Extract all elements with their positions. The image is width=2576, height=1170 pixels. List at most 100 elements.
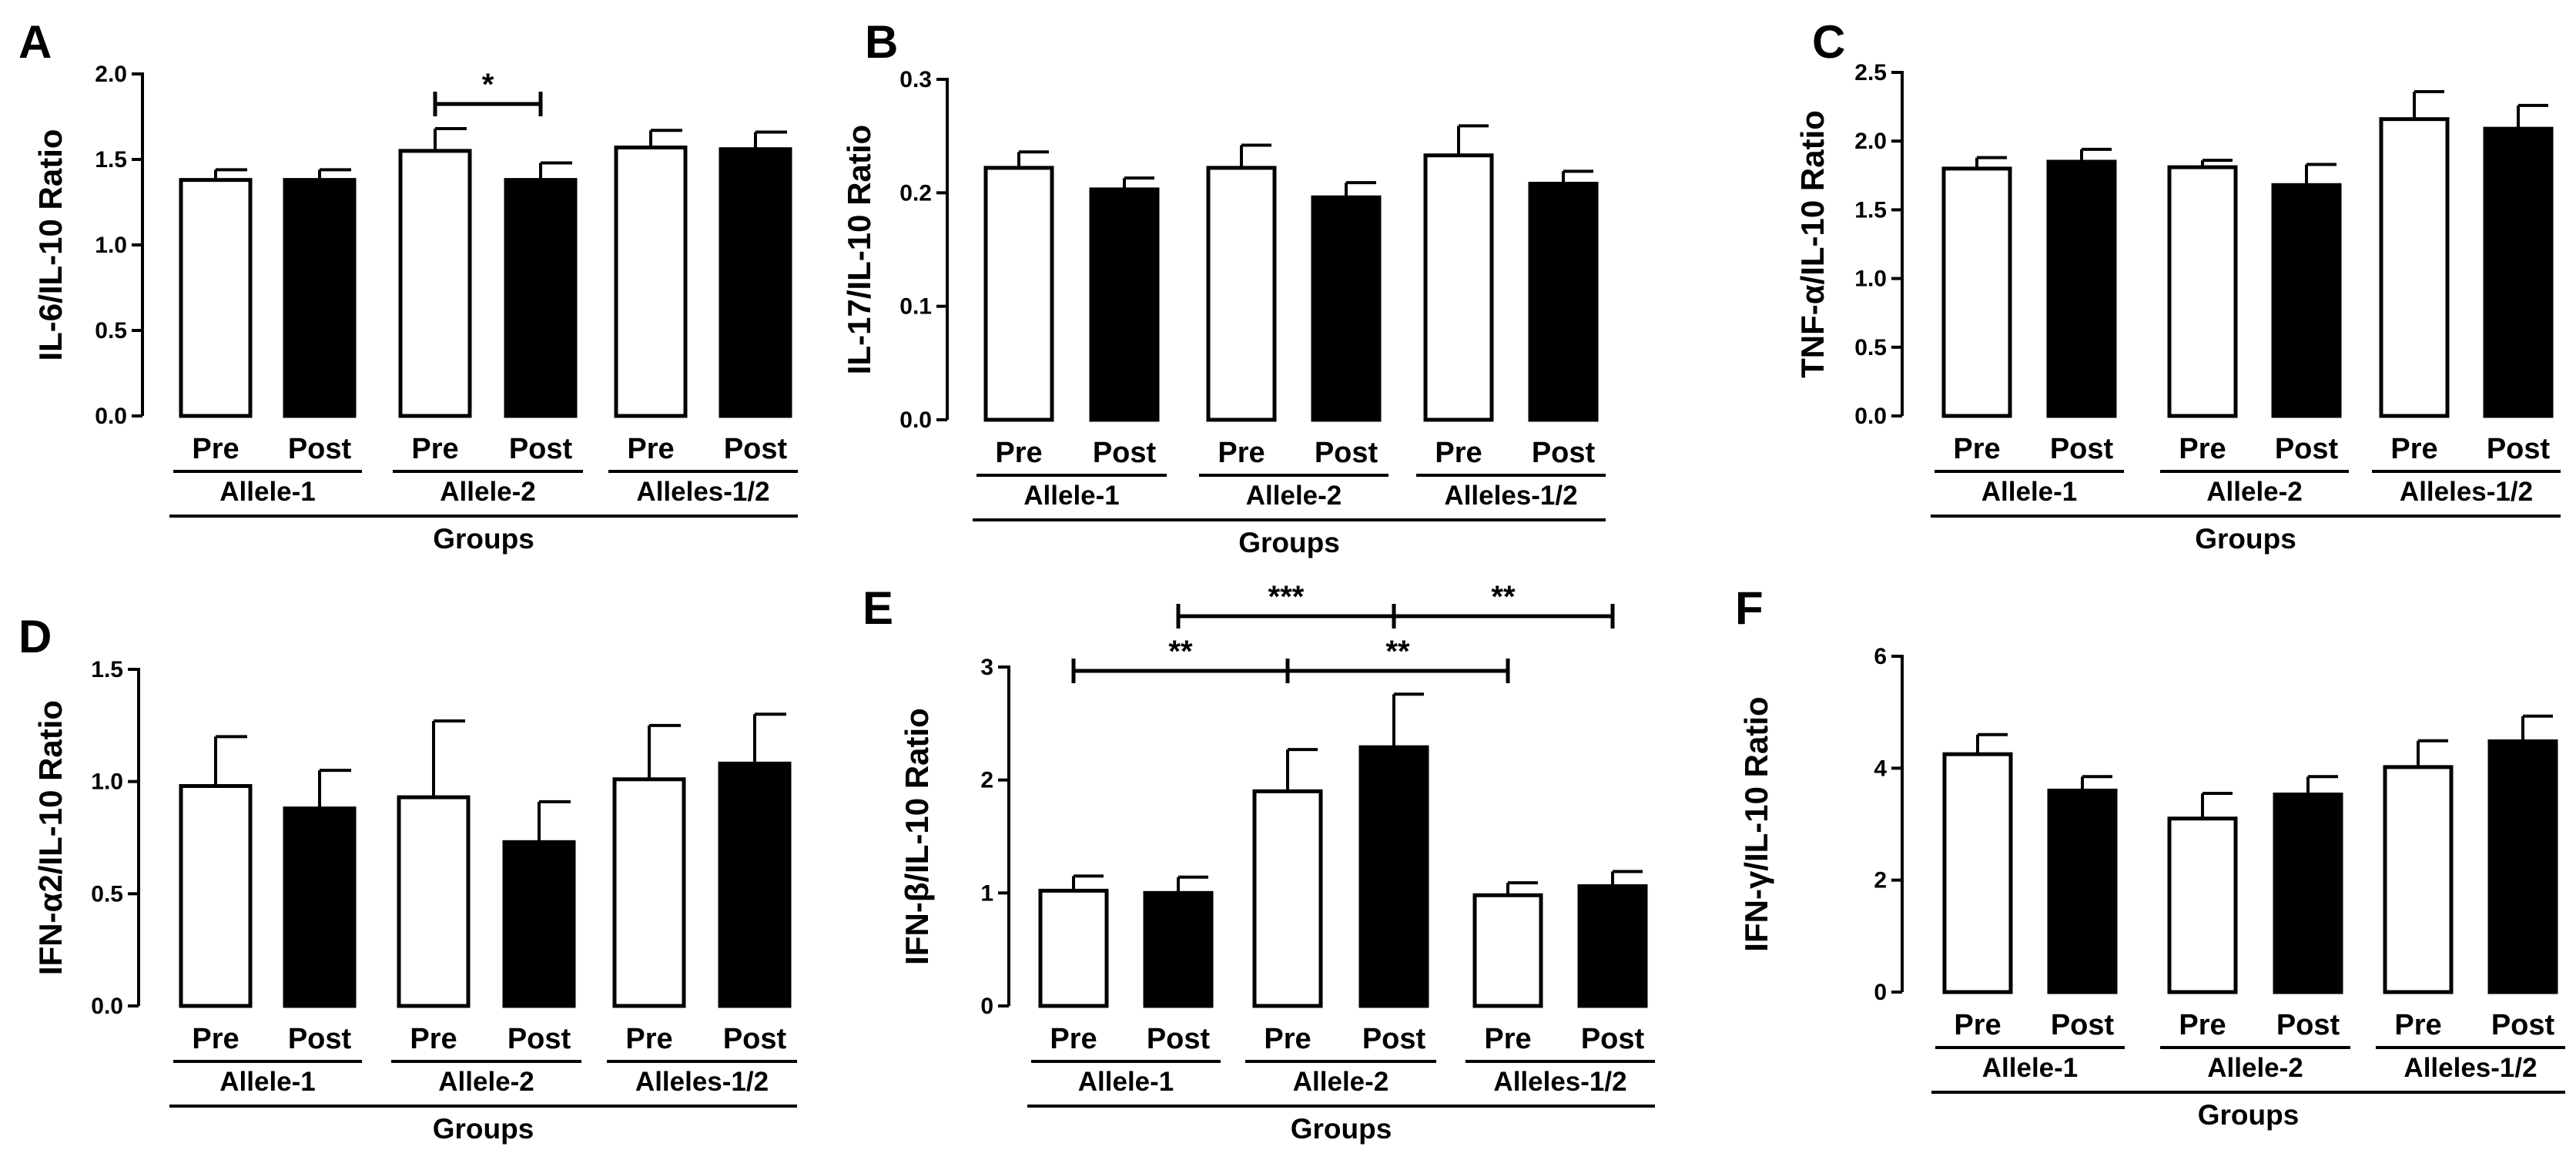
y-tick-label: 0.2 <box>899 180 932 206</box>
y-tick-label: 0.3 <box>899 67 932 92</box>
category-label: Pre <box>2390 433 2437 465</box>
y-tick-label: 0 <box>980 994 993 1019</box>
category-label: Post <box>1532 437 1596 469</box>
group-label: Alleles-1/2 <box>636 477 769 507</box>
category-label: Post <box>2050 433 2114 465</box>
category-label: Pre <box>1050 1023 1097 1055</box>
bar <box>2167 165 2238 418</box>
bar <box>1528 182 1599 422</box>
x-axis-title: Groups <box>433 523 534 555</box>
category-label: Pre <box>625 1023 672 1055</box>
category-label: Pre <box>1484 1023 1531 1055</box>
group-label: Allele-1 <box>1023 481 1120 511</box>
category-label: Post <box>509 433 573 465</box>
category-label: Post <box>1315 437 1378 469</box>
category-label: Pre <box>2179 1009 2226 1041</box>
category-label: Post <box>2487 433 2551 465</box>
y-axis-label: IFN-α2/IL-10 Ratio <box>32 700 69 975</box>
category-label: Pre <box>995 437 1042 469</box>
bar <box>283 806 357 1008</box>
bar <box>2046 159 2117 418</box>
bar <box>1206 166 1277 422</box>
category-label: Post <box>1581 1023 1645 1055</box>
y-tick-label: 2 <box>980 768 993 793</box>
category-label: Post <box>1147 1023 1211 1055</box>
category-label: Post <box>2491 1009 2555 1041</box>
y-tick-label: 0.0 <box>95 404 127 429</box>
y-tick-label: 0.1 <box>899 294 932 320</box>
y-tick-label: 2.0 <box>95 62 127 87</box>
category-label: Pre <box>1435 437 1482 469</box>
group-label: Allele-2 <box>440 477 536 507</box>
bar <box>2383 765 2454 994</box>
category-label: Pre <box>1264 1023 1311 1055</box>
category-label: Pre <box>1953 433 2000 465</box>
group-label: Allele-2 <box>2207 1053 2303 1083</box>
y-tick-label: 6 <box>1874 644 1887 669</box>
y-axis-label: IFN-γ/IL-10 Ratio <box>1738 696 1774 951</box>
category-label: Post <box>2276 1009 2340 1041</box>
group-label: Allele-1 <box>219 1067 316 1097</box>
bar <box>719 147 792 418</box>
significance-label: * <box>482 68 494 102</box>
bar <box>2167 816 2238 994</box>
bar <box>179 783 253 1008</box>
bar <box>1143 890 1214 1008</box>
category-label: Post <box>723 1023 787 1055</box>
y-tick-label: 0.5 <box>95 318 127 344</box>
y-tick-label: 4 <box>1874 756 1887 781</box>
chart-panel-c: C TNF-α/IL-10 Ratio 0.0 0.5 1.0 1.5 2.0 2.5 Pre P… <box>1794 16 2561 555</box>
bar <box>2047 788 2118 994</box>
y-tick-label: 1.0 <box>1854 267 1887 292</box>
group-label: Allele-2 <box>438 1067 534 1097</box>
y-tick-label: 0.0 <box>1854 404 1887 429</box>
category-label: Pre <box>192 433 239 465</box>
bar <box>1472 893 1543 1008</box>
group-label: Alleles-1/2 <box>1493 1067 1626 1097</box>
bar <box>1577 884 1648 1008</box>
bar <box>283 178 357 418</box>
group-label: Allele-2 <box>1246 481 1342 511</box>
group-label: Alleles-1/2 <box>635 1067 769 1097</box>
group-label: Alleles-1/2 <box>1444 481 1577 511</box>
category-label: Post <box>288 433 352 465</box>
bar <box>502 840 576 1008</box>
significance-label: *** <box>1268 580 1305 614</box>
group-label: Alleles-1/2 <box>2400 477 2533 507</box>
bar <box>718 761 792 1008</box>
chart-panel-d: D IFN-α2/IL-10 Ratio 0.0 0.5 1.0 1.5 Pre Post Pr… <box>18 611 797 1145</box>
category-label: Pre <box>1954 1009 2001 1041</box>
y-axis-label: TNF-α/IL-10 Ratio <box>1794 110 1831 378</box>
category-label: Post <box>2275 433 2339 465</box>
bar <box>1358 745 1429 1008</box>
panel-letter: F <box>1735 582 1764 634</box>
category-label: Post <box>288 1023 352 1055</box>
panel-letter: D <box>18 611 52 662</box>
y-tick-label: 1.5 <box>91 657 123 682</box>
bar <box>1423 153 1494 422</box>
x-axis-title: Groups <box>2198 1099 2300 1131</box>
bar <box>2273 792 2343 994</box>
bar <box>504 178 578 418</box>
x-axis-title: Groups <box>433 1113 534 1145</box>
category-label: Pre <box>1218 437 1265 469</box>
category-label: Pre <box>411 433 458 465</box>
x-axis-title: Groups <box>1291 1113 1392 1145</box>
bar <box>2487 739 2558 994</box>
y-tick-label: 2 <box>1874 868 1887 893</box>
y-tick-label: 0.0 <box>91 994 123 1019</box>
y-tick-label: 0.5 <box>91 881 123 907</box>
group-label: Allele-2 <box>1293 1067 1389 1097</box>
y-tick-label: 1.0 <box>91 769 123 795</box>
y-tick-label: 0.0 <box>899 407 932 433</box>
group-label: Allele-1 <box>219 477 316 507</box>
bar <box>614 145 688 418</box>
y-axis-label: IL-6/IL-10 Ratio <box>32 129 69 360</box>
panel-letter: C <box>1812 16 1845 68</box>
bar <box>397 795 471 1008</box>
bar <box>612 777 686 1008</box>
category-label: Post <box>2051 1009 2115 1041</box>
category-label: Post <box>1093 437 1157 469</box>
category-label: Pre <box>627 433 674 465</box>
